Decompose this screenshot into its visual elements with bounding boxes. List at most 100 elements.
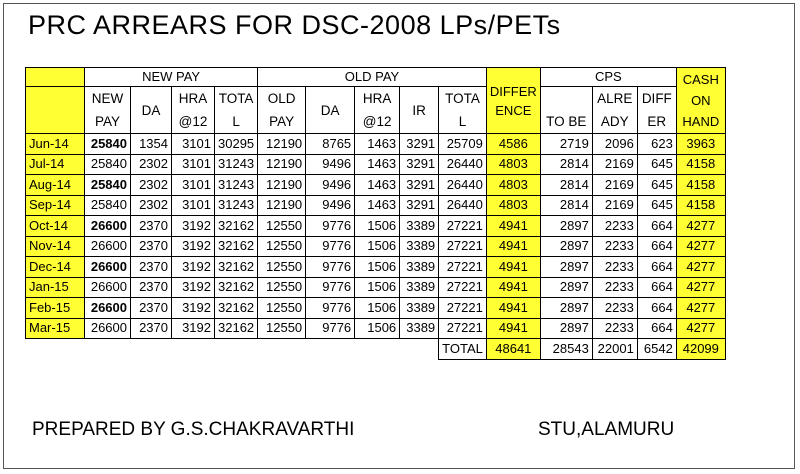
cps-already-cell: 2169 (591, 174, 638, 196)
new-hra-cell: 3192 (171, 215, 215, 237)
header-cps-differ: DIFF ER (636, 86, 677, 134)
difference-cell: 4803 (485, 174, 541, 196)
total-cps-to-be-cell: 28543 (539, 338, 593, 360)
month-cell: Jan-15 (25, 276, 85, 298)
header-old-hra: HRA @12 (354, 86, 401, 134)
group-cps: CPS (539, 67, 677, 87)
new-total-cell: 32162 (213, 297, 259, 319)
new-hra-cell: 3192 (171, 297, 215, 319)
table-row: Oct-14 26600 2370 3192 32162 12550 9776 1506 338… (25, 215, 726, 237)
cps-differ-cell: 664 (636, 215, 677, 237)
difference-cell: 4941 (485, 235, 541, 257)
old-pay-cell: 12550 (257, 235, 307, 257)
cash-on-hand-cell: 4277 (675, 297, 726, 319)
cps-already-cell: 2169 (591, 194, 638, 216)
new-hra-cell: 3192 (171, 276, 215, 298)
cps-to-be-cell: 2897 (539, 276, 593, 298)
old-hra-cell: 1506 (354, 215, 401, 237)
new-da-cell: 1354 (130, 133, 172, 155)
old-hra-cell: 1506 (354, 276, 401, 298)
document-frame (3, 3, 795, 469)
header-old-da: DA (305, 86, 356, 134)
cps-already-cell: 2233 (591, 215, 638, 237)
totals-row: TOTAL 48641 28543 22001 6542 42099 (25, 338, 726, 360)
cps-differ-cell: 664 (636, 297, 677, 319)
cps-differ-cell: 645 (636, 174, 677, 196)
month-cell: Mar-15 (25, 317, 85, 339)
new-hra-cell: 3192 (171, 256, 215, 278)
table-row: Jan-15 26600 2370 3192 32162 12550 9776 1506 338… (25, 276, 726, 298)
old-da-cell: 9776 (305, 317, 356, 339)
new-da-cell: 2370 (130, 256, 172, 278)
header-new-total: TOTA L (213, 86, 259, 134)
new-da-cell: 2302 (130, 174, 172, 196)
old-hra-cell: 1463 (354, 174, 401, 196)
new-pay-cell: 26600 (84, 276, 131, 298)
cash-on-hand-cell: 4277 (675, 276, 726, 298)
total-cps-already-cell: 22001 (591, 338, 638, 360)
new-da-cell: 2370 (130, 317, 172, 339)
ir-cell: 3389 (399, 235, 440, 257)
sub-header-row: NEW PAY DA HRA @12 TOTA L OLD PAY DA HRA… (25, 86, 726, 134)
cash-on-hand-cell: 4277 (675, 256, 726, 278)
cps-already-cell: 2096 (591, 133, 638, 155)
old-pay-cell: 12190 (257, 133, 307, 155)
table-row: Mar-15 26600 2370 3192 32162 12550 9776 1506 338… (25, 317, 726, 339)
new-total-cell: 32162 (213, 317, 259, 339)
total-cash-on-hand-cell: 42099 (675, 338, 726, 360)
cash-on-hand-cell: 4158 (675, 153, 726, 175)
month-cell: Nov-14 (25, 235, 85, 257)
old-da-cell: 9776 (305, 215, 356, 237)
new-hra-cell: 3192 (171, 317, 215, 339)
header-new-hra: HRA @12 (171, 86, 215, 134)
header-new-pay: NEW PAY (84, 86, 131, 134)
header-old-total: TOTA L (438, 86, 487, 134)
new-total-cell: 30295 (213, 133, 259, 155)
cps-already-cell: 2169 (591, 153, 638, 175)
new-da-cell: 2370 (130, 215, 172, 237)
new-total-cell: 32162 (213, 235, 259, 257)
table-row: Jul-14 25840 2302 3101 31243 12190 9496 1463 329… (25, 153, 726, 175)
new-da-cell: 2302 (130, 153, 172, 175)
new-hra-cell: 3101 (171, 174, 215, 196)
ir-cell: 3291 (399, 153, 440, 175)
cps-differ-cell: 664 (636, 256, 677, 278)
school-name-text: STU,ALAMURU (538, 419, 675, 440)
ir-cell: 3291 (399, 174, 440, 196)
new-da-cell: 2370 (130, 297, 172, 319)
new-total-cell: 32162 (213, 276, 259, 298)
old-da-cell: 9776 (305, 276, 356, 298)
old-da-cell: 9496 (305, 174, 356, 196)
cps-to-be-cell: 2719 (539, 133, 593, 155)
group-difference: DIFFER ENCE (485, 67, 541, 134)
new-hra-cell: 3101 (171, 194, 215, 216)
difference-cell: 4941 (485, 276, 541, 298)
old-hra-cell: 1463 (354, 133, 401, 155)
cps-to-be-cell: 2897 (539, 256, 593, 278)
header-ir: IR (399, 86, 440, 134)
old-total-cell: 27221 (438, 235, 487, 257)
group-header-row: NEW PAY OLD PAY DIFFER ENCE CPS CASH ON … (25, 67, 726, 134)
month-header-cell (25, 86, 85, 134)
new-hra-cell: 3192 (171, 235, 215, 257)
old-hra-cell: 1506 (354, 256, 401, 278)
table-row: Aug-14 25840 2302 3101 31243 12190 9496 1463 329… (25, 174, 726, 196)
cash-on-hand-cell: 3963 (675, 133, 726, 155)
totals-blank-cell (25, 338, 440, 359)
old-pay-cell: 12550 (257, 297, 307, 319)
cps-already-cell: 2233 (591, 276, 638, 298)
header-new-da: DA (130, 86, 172, 134)
month-cell: Feb-15 (25, 297, 85, 319)
new-pay-cell: 26600 (84, 256, 131, 278)
new-pay-cell: 26600 (84, 297, 131, 319)
ir-cell: 3389 (399, 256, 440, 278)
old-total-cell: 27221 (438, 297, 487, 319)
cps-already-cell: 2233 (591, 297, 638, 319)
table-row: Sep-14 25840 2302 3101 31243 12190 9496 1463 329… (25, 194, 726, 216)
new-total-cell: 31243 (213, 153, 259, 175)
total-label: TOTAL (438, 338, 487, 360)
new-pay-cell: 26600 (84, 317, 131, 339)
old-hra-cell: 1506 (354, 235, 401, 257)
old-hra-cell: 1506 (354, 317, 401, 339)
cps-to-be-cell: 2897 (539, 297, 593, 319)
